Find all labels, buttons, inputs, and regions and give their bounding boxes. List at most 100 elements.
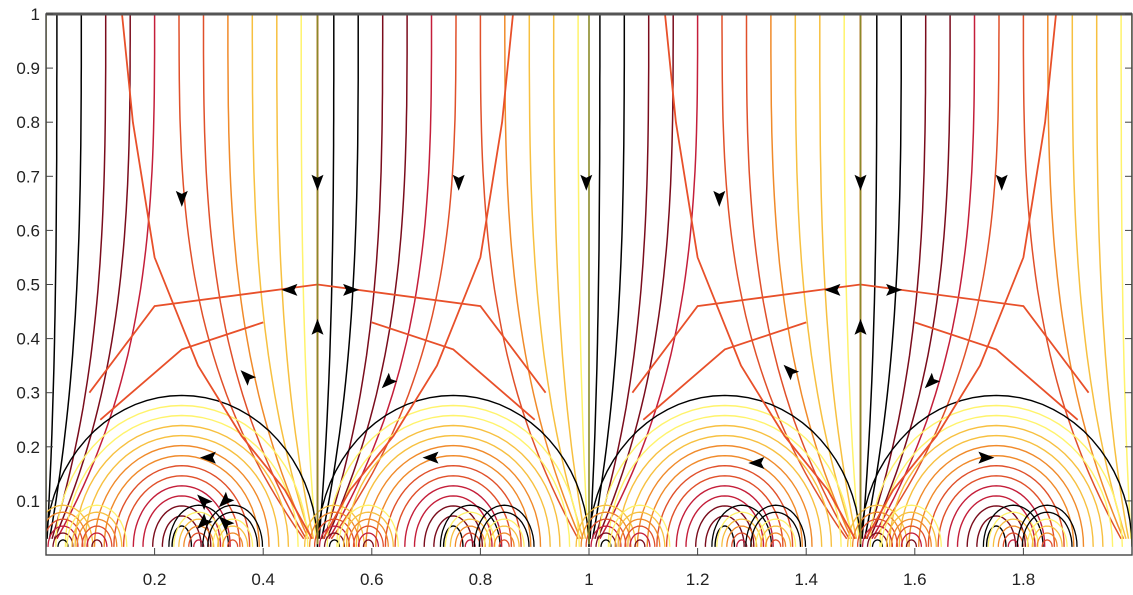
- streamline: [598, 404, 852, 547]
- separatrix-curve: [121, 14, 313, 540]
- streamline: [56, 14, 156, 540]
- streamline: [716, 511, 768, 547]
- flow-direction-arrow: [886, 283, 903, 296]
- flow-direction-arrow: [197, 513, 213, 529]
- streamline: [900, 532, 923, 547]
- x-tick-label: 0.4: [251, 570, 275, 589]
- streamline: [755, 518, 797, 547]
- streamline: [704, 515, 745, 547]
- flow-direction-arrow: [924, 372, 941, 389]
- streamline: [636, 444, 813, 547]
- streamline: [1021, 511, 1073, 547]
- streamline: [607, 414, 842, 547]
- streamline: [947, 485, 1046, 547]
- flow-field-lines: [46, 14, 1132, 547]
- streamline: [665, 475, 784, 547]
- streamline: [132, 485, 231, 547]
- flow-direction-arrow: [854, 318, 867, 335]
- flow-direction-arrow: [748, 457, 765, 469]
- streamline: [345, 424, 561, 547]
- streamline: [937, 475, 1056, 547]
- streamline: [48, 14, 83, 539]
- x-tick-label: 1.4: [794, 570, 818, 589]
- streamline: [93, 444, 270, 547]
- streamline: [721, 14, 848, 540]
- streamline: [478, 511, 530, 547]
- streamline: [316, 394, 590, 547]
- streamline: [617, 424, 833, 547]
- separatrix-curve: [642, 321, 807, 421]
- streamline: [357, 532, 380, 547]
- flow-direction-arrow: [452, 174, 465, 191]
- streamline: [863, 14, 902, 539]
- streamline: [81, 525, 113, 547]
- direction-arrows: [175, 174, 1008, 532]
- streamline: [750, 511, 802, 547]
- streamline: [619, 518, 661, 547]
- streamline: [888, 424, 1104, 547]
- streamline: [1002, 532, 1024, 547]
- y-tick-label: 0.3: [16, 384, 40, 403]
- flow-direction-arrow: [713, 190, 726, 207]
- streamline: [483, 518, 525, 547]
- flow-direction-arrow: [580, 174, 593, 191]
- streamline: [207, 511, 259, 547]
- streamline: [675, 485, 774, 547]
- streamline: [188, 532, 210, 547]
- streamline: [614, 511, 666, 547]
- separatrix-lines: [46, 14, 1132, 545]
- streamline: [46, 504, 94, 547]
- streamline: [375, 454, 532, 547]
- streamline: [504, 14, 582, 540]
- y-tick-label: 0.5: [16, 276, 40, 295]
- streamline: [765, 532, 787, 547]
- x-tick-label: 0.6: [360, 570, 384, 589]
- x-tick-label: 1.8: [1012, 570, 1036, 589]
- streamline: [843, 14, 860, 539]
- streamline: [646, 454, 803, 547]
- streamline: [726, 525, 758, 547]
- separatrix-curve: [371, 321, 536, 421]
- separatrix-curve: [865, 14, 1057, 540]
- streamline: [454, 525, 486, 547]
- streamline: [1047, 14, 1125, 540]
- streamline: [997, 525, 1029, 547]
- streamline: [91, 539, 103, 547]
- streamline: [596, 14, 674, 540]
- flow-direction-arrow: [422, 451, 439, 464]
- streamline: [1022, 14, 1122, 540]
- streamline: [866, 532, 889, 547]
- y-tick-label: 0.4: [16, 330, 40, 349]
- streamline: [627, 434, 823, 547]
- separatrix-curve: [99, 321, 264, 421]
- flow-direction-arrow: [197, 494, 213, 511]
- streamline: [634, 539, 646, 547]
- streamline: [714, 525, 736, 547]
- flow-direction-arrow: [783, 364, 800, 381]
- streamline: [589, 14, 601, 539]
- streamline: [355, 434, 551, 547]
- streamline: [276, 14, 315, 539]
- x-tick-label: 1.2: [686, 570, 710, 589]
- streamline: [918, 454, 1075, 547]
- streamline: [609, 504, 671, 547]
- flow-direction-arrow: [854, 174, 867, 191]
- y-tick-label: 0.7: [16, 167, 40, 186]
- y-tick-label: 0.9: [16, 59, 40, 78]
- streamline: [890, 518, 932, 547]
- streamline: [1095, 14, 1130, 539]
- streamline: [76, 518, 118, 547]
- streamline: [178, 14, 305, 540]
- streamline: [846, 504, 908, 547]
- streamline: [588, 394, 862, 547]
- streamline: [575, 504, 637, 547]
- streamline: [173, 511, 225, 547]
- streamline: [498, 539, 510, 547]
- streamline: [47, 525, 79, 547]
- streamline: [594, 14, 650, 540]
- streamline: [908, 444, 1085, 547]
- streamline: [982, 504, 1044, 547]
- streamline: [976, 515, 1017, 547]
- y-tick-label: 0.1: [16, 492, 40, 511]
- x-tick-label: 0.2: [143, 570, 167, 589]
